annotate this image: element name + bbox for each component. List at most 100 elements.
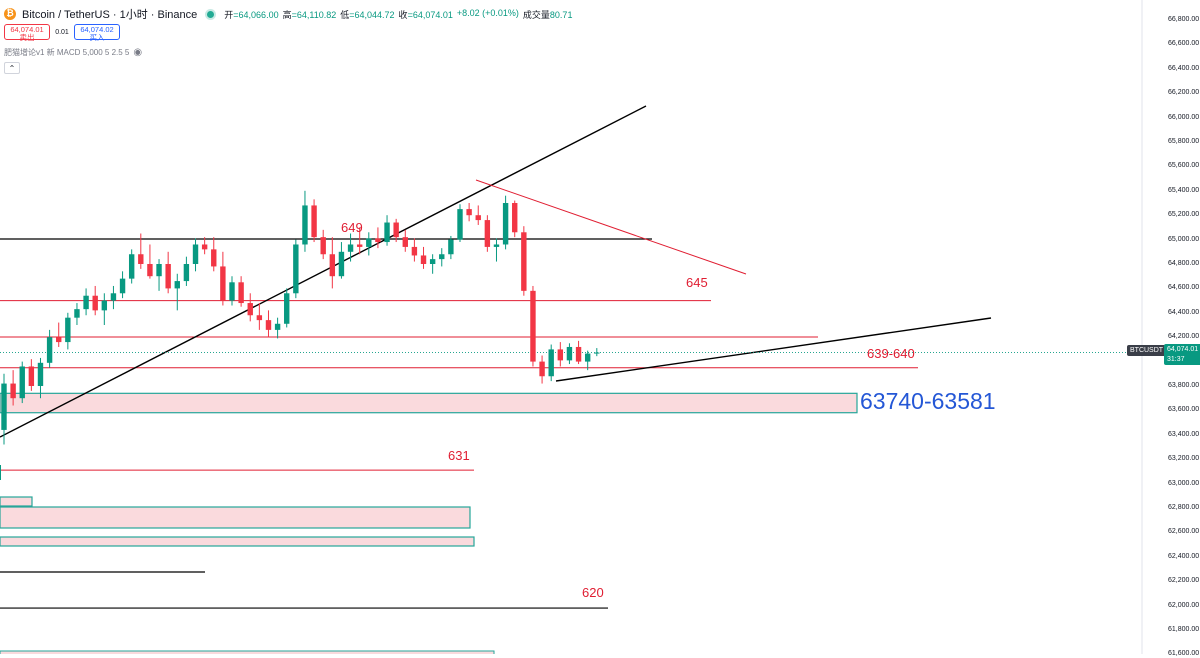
price-tick: 64,400.00 xyxy=(1168,309,1199,317)
ohlc-label: 高 xyxy=(283,10,292,20)
candle-body xyxy=(448,240,453,255)
price-tick: 66,000.00 xyxy=(1168,114,1199,122)
price-tick: 65,600.00 xyxy=(1168,162,1199,170)
candle-body xyxy=(503,203,508,244)
ohlc-label: 低 xyxy=(340,10,349,20)
price-tick: 63,600.00 xyxy=(1168,406,1199,414)
candle-body xyxy=(220,266,225,300)
candle-body xyxy=(530,291,535,362)
price-tick: 65,800.00 xyxy=(1168,138,1199,146)
candle-body xyxy=(120,279,125,294)
ohlc-label: 收 xyxy=(399,10,408,20)
price-tick: 64,200.00 xyxy=(1168,333,1199,341)
ohlc-label: 成交量 xyxy=(523,10,550,20)
candle-body xyxy=(549,349,554,376)
price-tick: 63,800.00 xyxy=(1168,382,1199,390)
candle-body xyxy=(375,238,380,242)
ohlc-item: 低=64,044.72 xyxy=(340,8,394,21)
candle-body xyxy=(403,237,408,247)
level-label-639-640: 639-640 xyxy=(867,347,915,361)
candle-body xyxy=(439,254,444,259)
chevron-up-icon[interactable]: ⌃ xyxy=(4,62,20,74)
ohlc-value: 80.71 xyxy=(550,10,573,20)
indicator-label: 肥猫增论v1 新 MACD 5,000 5 2.5 5 xyxy=(4,47,129,58)
candle-body xyxy=(567,347,572,360)
ohlc-value: +8.02 (+0.01%) xyxy=(457,8,519,18)
price-tick: 66,800.00 xyxy=(1168,16,1199,24)
candle-body xyxy=(594,353,599,354)
candle-body xyxy=(476,215,481,220)
demand-zone xyxy=(0,497,32,506)
sell-label: 卖出 xyxy=(5,34,49,42)
candle-body xyxy=(275,324,280,330)
candle-body xyxy=(38,363,43,386)
symbol-tag: BTCUSDT xyxy=(1127,345,1166,356)
buy-label: 买入 xyxy=(75,34,119,42)
candle-body xyxy=(266,320,271,330)
candle-body xyxy=(430,259,435,264)
candle-body xyxy=(165,264,170,288)
candle-body xyxy=(10,384,15,399)
price-tick: 63,400.00 xyxy=(1168,431,1199,439)
price-tick: 63,200.00 xyxy=(1168,455,1199,463)
candle-body xyxy=(248,303,253,315)
price-tick: 65,200.00 xyxy=(1168,211,1199,219)
price-axis[interactable]: 66,800.00 66,600.00 66,400.00 66,200.00 66,0… xyxy=(1142,0,1200,654)
price-tick: 62,400.00 xyxy=(1168,553,1199,561)
candle-body xyxy=(366,238,371,247)
level-label-645: 645 xyxy=(686,276,708,290)
sell-button[interactable]: 64,074.01 卖出 xyxy=(4,24,50,40)
buy-button[interactable]: 64,074.02 买入 xyxy=(74,24,120,40)
candle-body xyxy=(330,254,335,276)
ohlc-value: =64,110.82 xyxy=(292,10,337,20)
candle-body xyxy=(65,318,70,342)
price-tick: 61,600.00 xyxy=(1168,650,1199,658)
indicator-legend[interactable]: 肥猫增论v1 新 MACD 5,000 5 2.5 5 ◉ xyxy=(4,47,142,58)
candle-body xyxy=(202,244,207,249)
candle-body xyxy=(321,237,326,254)
candle-body xyxy=(56,337,61,342)
candle-body xyxy=(229,282,234,300)
candle-body xyxy=(311,205,316,237)
candle-body xyxy=(1,384,6,430)
candle-body xyxy=(147,264,152,276)
candle-body xyxy=(412,247,417,256)
candle-body xyxy=(238,282,243,303)
candle-body xyxy=(393,223,398,238)
candle-body xyxy=(302,205,307,244)
ohlc-value: =64,066.00 xyxy=(233,10,278,20)
level-label-631: 631 xyxy=(448,449,470,463)
price-tick: 63,000.00 xyxy=(1168,480,1199,488)
candle-body xyxy=(156,264,161,276)
candle-body xyxy=(193,244,198,264)
candle-body xyxy=(293,244,298,293)
price-tick: 66,400.00 xyxy=(1168,65,1199,73)
candle-body xyxy=(539,362,544,377)
eye-icon[interactable]: ◉ xyxy=(133,47,142,58)
candle-body xyxy=(74,309,79,318)
candle-body xyxy=(184,264,189,281)
last-price: 64,074.01 xyxy=(1167,345,1197,355)
demand-zone xyxy=(0,507,470,528)
candle-body xyxy=(257,315,262,320)
price-tick: 62,600.00 xyxy=(1168,528,1199,536)
ohlc-item: 收=64,074.01 xyxy=(399,8,453,21)
candle-body xyxy=(138,254,143,264)
candle-body xyxy=(29,366,34,386)
price-tick: 65,000.00 xyxy=(1168,236,1199,244)
market-open-icon xyxy=(207,11,214,18)
candle-body xyxy=(457,209,462,240)
candle-body xyxy=(485,220,490,247)
level-label-649: 649 xyxy=(341,221,363,235)
candle-body xyxy=(357,244,362,246)
price-tick: 66,200.00 xyxy=(1168,89,1199,97)
candle-body xyxy=(284,293,289,324)
demand-zone xyxy=(0,393,857,412)
last-price-tag: 64,074.01 31:37 xyxy=(1164,344,1200,365)
ohlc-value: =64,044.72 xyxy=(349,10,394,20)
ohlc-item: +8.02 (+0.01%) xyxy=(457,8,519,21)
bar-countdown: 31:37 xyxy=(1167,355,1197,365)
symbol-title[interactable]: Bitcoin / TetherUS · 1小时 · Binance xyxy=(22,6,197,22)
price-tick: 62,800.00 xyxy=(1168,504,1199,512)
